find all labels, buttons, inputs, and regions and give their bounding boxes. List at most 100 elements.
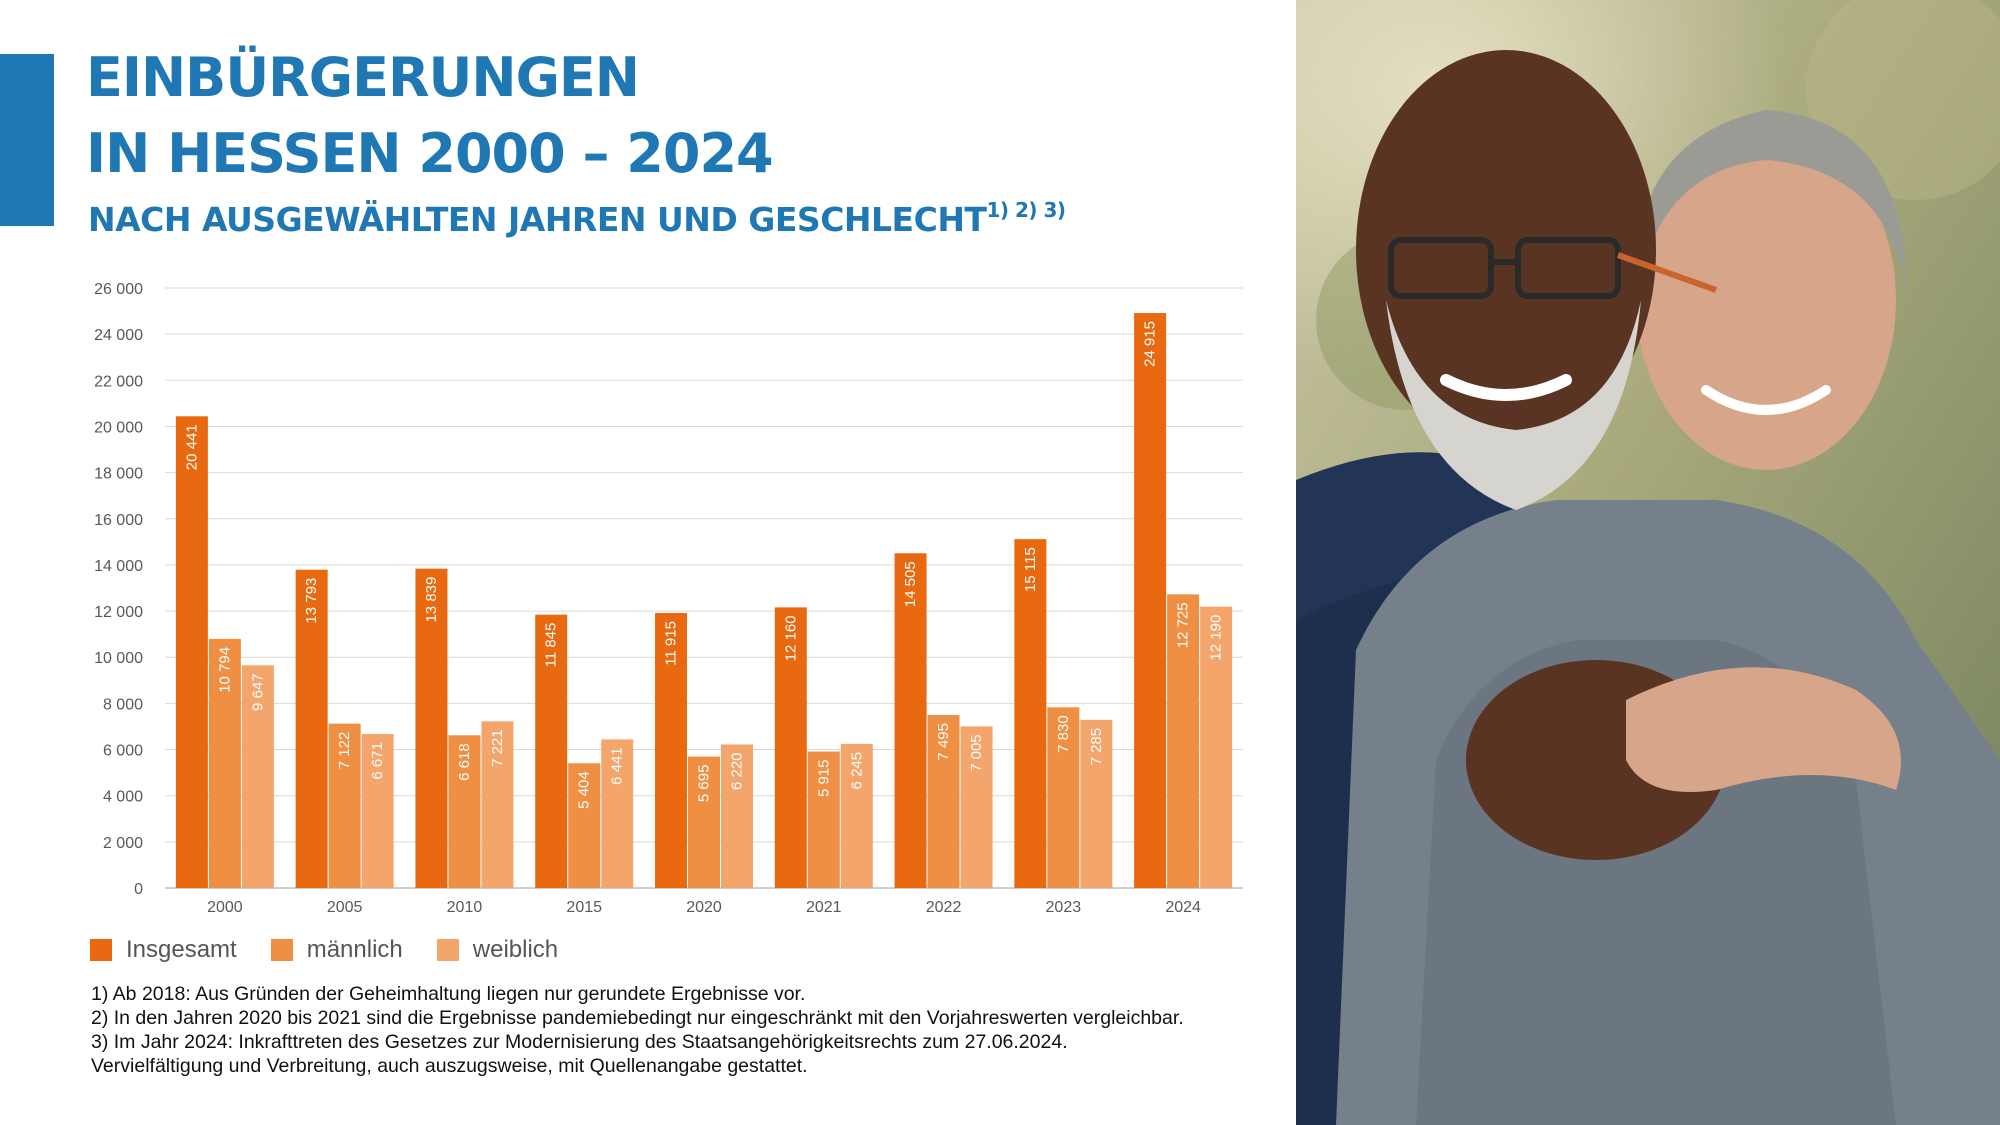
data-label-insgesamt-2022: 14 505 [902,561,919,607]
data-label-maennlich-2024: 12 725 [1175,602,1192,648]
chart-legend: Insgesamt männlich weiblich [90,936,592,964]
couple-photo-illustration [1296,0,2000,1125]
data-label-maennlich-2022: 7 495 [935,723,952,761]
data-label-maennlich-2005: 7 122 [336,732,353,770]
bar-maennlich-2020 [688,756,720,888]
data-label-insgesamt-2021: 12 160 [782,615,799,661]
bar-weiblich-2005 [361,734,394,888]
data-label-weiblich-2005: 6 671 [369,742,386,780]
data-label-insgesamt-2005: 13 793 [303,578,320,624]
bar-maennlich-2022 [927,715,960,888]
y-tick-label: 2 000 [103,835,143,852]
data-label-insgesamt-2000: 20 441 [183,424,200,470]
bar-insgesamt-2021 [774,607,807,888]
data-label-weiblich-2021: 6 245 [848,752,865,790]
x-tick-label: 2024 [1165,899,1201,916]
bar-weiblich-2020 [721,744,753,888]
data-label-insgesamt-2015: 11 845 [543,623,560,668]
y-tick-label: 8 000 [103,696,143,713]
bar-insgesamt-2015 [535,614,568,888]
data-label-weiblich-2024: 12 190 [1208,615,1225,661]
bar-insgesamt-2005 [295,569,328,888]
bar-weiblich-2015 [601,739,634,888]
data-label-maennlich-2023: 7 830 [1055,715,1072,753]
y-tick-label: 26 000 [94,281,143,298]
bar-insgesamt-2023 [1014,539,1047,888]
footnote-1: 1) Ab 2018: Aus Gründen der Geheimhaltun… [91,983,806,1005]
x-axis-ticks: 2000 2005 2010 2015 2020 2021 2022 2023 2024 [207,899,1201,916]
bar-insgesamt-2024 [1134,313,1167,888]
data-label-insgesamt-2024: 24 915 [1142,321,1159,367]
legend-item-weiblich: weiblich [436,936,559,964]
bar-weiblich-2024 [1200,606,1233,888]
data-label-maennlich-2015: 5 404 [576,771,593,809]
x-tick-label: 2020 [686,899,722,916]
data-label-weiblich-2000: 9 647 [249,673,266,711]
title-line-1: EINBÜRGERUNGEN [86,46,640,109]
page-title: EINBÜRGERUNGEN IN HESSEN 2000 – 2024 [86,40,774,192]
footnotes: 1) Ab 2018: Aus Gründen der Geheimhaltun… [91,982,1184,1078]
footnote-2: 2) In den Jahren 2020 bis 2021 sind die … [91,1007,1184,1029]
y-tick-label: 12 000 [94,604,143,621]
bar-weiblich-2021 [840,743,873,888]
bar-maennlich-2023 [1047,707,1080,888]
legend-item-insgesamt: Insgesamt [90,936,237,964]
title-line-2: IN HESSEN 2000 – 2024 [86,122,774,185]
x-tick-label: 2005 [327,899,363,916]
subtitle-text: NACH AUSGEWÄHLTEN JAHREN UND GESCHLECHT [88,200,987,239]
legend-label-maennlich: männlich [306,936,403,963]
legend-swatch-insgesamt [90,939,112,961]
bar-chart: 0 2 000 4 000 6 000 8 000 10 000 12 000 14 000 1… [94,281,1243,916]
bar-weiblich-2022 [960,726,993,888]
page-subtitle: NACH AUSGEWÄHLTEN JAHREN UND GESCHLECHT1… [88,190,1066,240]
bar-maennlich-2015 [568,763,601,888]
bar-insgesamt-2022 [894,553,927,888]
y-tick-label: 20 000 [94,419,143,436]
data-label-weiblich-2020: 6 220 [729,752,746,790]
y-tick-label: 0 [134,881,143,898]
bar-weiblich-2023 [1080,719,1113,888]
subtitle-footnote-refs: 1) 2) 3) [986,198,1066,222]
y-tick-label: 4 000 [103,789,143,806]
y-tick-label: 6 000 [103,743,143,760]
chart-data-labels: 20 441 10 794 9 647 13 793 7 122 6 671 13 839 6… [183,321,1224,809]
bar-weiblich-2010 [481,721,514,888]
bar-insgesamt-2020 [655,613,687,888]
x-tick-label: 2022 [926,899,962,916]
data-label-insgesamt-2020: 11 915 [663,621,680,666]
data-label-weiblich-2010: 7 221 [489,729,506,767]
bar-maennlich-2005 [328,723,361,888]
data-label-weiblich-2022: 7 005 [968,734,985,772]
y-tick-label: 24 000 [94,327,143,344]
bar-insgesamt-2000 [175,416,208,888]
x-tick-label: 2010 [447,899,483,916]
bar-insgesamt-2010 [415,568,448,888]
bar-maennlich-2010 [448,735,481,888]
chart-bars [175,313,1233,888]
couple-photo [1296,0,2000,1125]
legend-item-maennlich: männlich [270,936,403,964]
y-tick-label: 16 000 [94,512,143,529]
y-tick-label: 10 000 [94,650,143,667]
footnote-3: 3) Im Jahr 2024: Inkrafttreten des Geset… [91,1031,1068,1053]
data-label-weiblich-2015: 6 441 [609,747,626,785]
data-label-maennlich-2020: 5 695 [696,765,713,803]
legend-swatch-weiblich [436,939,459,961]
data-label-maennlich-2000: 10 794 [216,647,233,693]
bar-maennlich-2024 [1167,594,1200,888]
footnote-copyright: Vervielfältigung und Verbreitung, auch a… [91,1055,808,1077]
legend-label-insgesamt: Insgesamt [126,936,237,963]
data-label-maennlich-2010: 6 618 [456,743,473,781]
x-tick-label: 2000 [207,899,243,916]
y-tick-label: 18 000 [94,466,143,483]
legend-swatch-maennlich [270,939,293,961]
x-tick-label: 2021 [806,899,842,916]
y-tick-label: 14 000 [94,558,143,575]
data-label-insgesamt-2023: 15 115 [1022,547,1039,592]
x-tick-label: 2023 [1046,899,1082,916]
data-label-insgesamt-2010: 13 839 [423,577,440,623]
data-label-weiblich-2023: 7 285 [1088,728,1105,766]
bar-weiblich-2000 [241,665,274,888]
y-tick-label: 22 000 [94,373,143,390]
legend-label-weiblich: weiblich [472,936,559,963]
